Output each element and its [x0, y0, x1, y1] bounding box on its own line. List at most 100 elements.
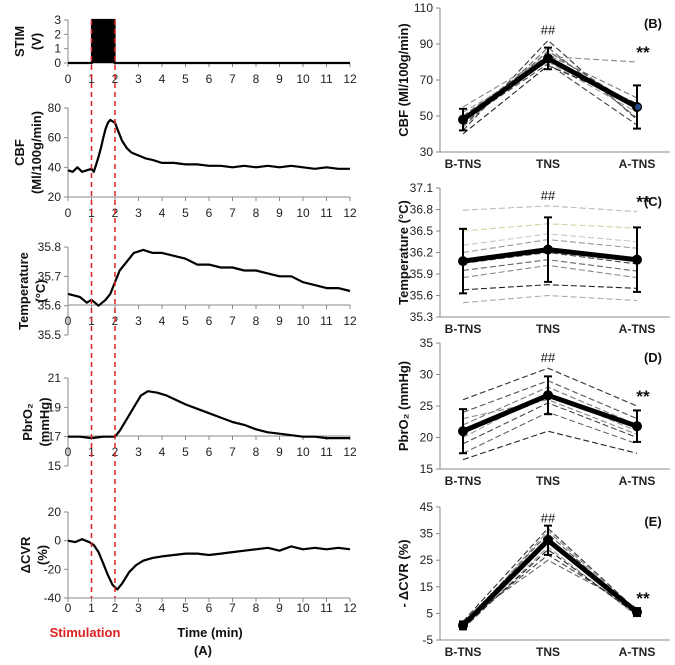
x-tick-label: 11 — [320, 601, 333, 615]
x-tick-label: 8 — [253, 445, 260, 459]
x-tick-label: 9 — [276, 206, 283, 220]
y-axis-label: ΔCVR (%) — [18, 536, 50, 573]
x-axis-title: Time (min) — [177, 625, 243, 640]
category-label: TNS — [536, 322, 560, 336]
mean-line — [461, 537, 639, 628]
y-tick-label: 17 — [48, 430, 62, 444]
x-tick-label: 7 — [229, 314, 236, 328]
y-axis-label: CBF (Ml/100g/min) — [12, 111, 44, 194]
x-tick-label: 11 — [320, 445, 333, 459]
category-label: A-TNS — [619, 645, 656, 659]
mean-point — [543, 244, 553, 255]
left-panel-temp: 35.535.635.735.80123456789101112Temperat… — [16, 240, 357, 342]
y-tick-label: 19 — [48, 400, 62, 414]
x-tick-label: 7 — [229, 72, 236, 86]
mean-point — [543, 535, 553, 546]
y-tick-label: 0 — [54, 534, 61, 548]
x-tick-label: 0 — [65, 314, 72, 328]
trace-cbf — [67, 118, 350, 173]
x-tick-label: 10 — [296, 601, 310, 615]
x-tick-label: 10 — [296, 72, 310, 86]
y-tick-label: 35.6 — [410, 289, 434, 303]
x-tick-label: 5 — [182, 206, 189, 220]
y-tick-label: 20 — [420, 431, 434, 445]
trace-pbro2 — [68, 390, 350, 440]
mean-point — [458, 620, 468, 631]
y-axis-label: - ΔCVR (%) — [396, 539, 411, 607]
category-label: B-TNS — [445, 645, 482, 659]
y-tick-label: 35.9 — [410, 267, 434, 281]
y-axis-label-line: (%) — [35, 545, 50, 565]
y-axis-label-line: Temperature — [16, 252, 31, 330]
panel-label: (D) — [644, 350, 662, 365]
x-tick-label: 1 — [88, 601, 95, 615]
right-panel-E: -5 5 15 25 35 45 B-TNS TNS A-TNS - ΔCVR (%) (E) ## *… — [396, 500, 670, 659]
subject-line — [462, 284, 638, 291]
subject-line — [462, 259, 638, 272]
x-tick-label: 5 — [182, 72, 189, 86]
category-label: A-TNS — [619, 322, 656, 336]
y-tick-label: -20 — [44, 562, 62, 576]
y-tick-label: 36.5 — [410, 224, 434, 238]
panel-label: (E) — [644, 514, 661, 529]
y-axis-label-line: ΔCVR — [18, 536, 33, 573]
category-label: TNS — [536, 645, 560, 659]
x-tick-label: 2 — [112, 601, 119, 615]
y-tick-label: 20 — [48, 190, 62, 204]
subject-line — [462, 399, 638, 435]
x-tick-label: 0 — [65, 206, 72, 220]
significance-atns: ** — [636, 589, 650, 608]
y-axis-label-line: (mmHg) — [37, 397, 52, 446]
panel-label: (B) — [644, 16, 662, 31]
x-tick-label: 6 — [206, 601, 213, 615]
trace-temp — [67, 248, 351, 307]
mean-point — [458, 426, 468, 437]
y-tick-label: 25 — [420, 553, 434, 567]
right-panel-C: 35.3 35.6 35.9 36.2 36.5 36.8 37.1 B-TNS TNS A-TN… — [396, 181, 670, 336]
x-tick-label: 8 — [253, 72, 260, 86]
y-tick-label: 1 — [54, 42, 61, 56]
y-tick-label: -40 — [44, 591, 62, 605]
y-axis-label: CBF (Ml/100g/min) — [396, 23, 411, 136]
significance-tns: ## — [541, 188, 556, 203]
x-tick-label: 7 — [229, 601, 236, 615]
x-tick-label: 0 — [65, 445, 72, 459]
x-tick-label: 6 — [206, 445, 213, 459]
panel-label: (C) — [644, 194, 662, 209]
mean-point — [458, 114, 468, 125]
x-tick-label: 3 — [135, 445, 142, 459]
y-tick-label: 45 — [420, 500, 434, 514]
trace-cvr — [67, 538, 351, 591]
y-axis-label-line: STIM — [12, 26, 27, 57]
x-tick-label: 5 — [182, 314, 189, 328]
x-tick-label: 7 — [229, 206, 236, 220]
x-tick-label: 3 — [135, 206, 142, 220]
x-tick-label: 3 — [135, 314, 142, 328]
x-tick-label: 12 — [343, 445, 357, 459]
y-axis-label: Temperature (°C) — [396, 200, 411, 305]
y-tick-label: 70 — [420, 73, 434, 87]
left-panel-pbro2: 151719210123456789101112PbrO₂(mmHg) — [20, 371, 357, 473]
x-tick-label: 10 — [296, 206, 310, 220]
y-axis-label-line: CBF — [12, 139, 27, 166]
y-axis-label-line: (°C) — [33, 279, 48, 302]
mean-point — [632, 254, 642, 265]
y-tick-label: 3 — [54, 13, 61, 27]
y-tick-label: 0 — [54, 56, 61, 70]
x-tick-label: 8 — [253, 206, 260, 220]
category-label: B-TNS — [445, 157, 482, 171]
trace-stim — [68, 18, 350, 65]
x-tick-label: 12 — [343, 206, 357, 220]
y-tick-label: 35.5 — [38, 328, 62, 342]
y-axis-label: PbrO₂ (mmHg) — [20, 397, 52, 446]
x-tick-label: 4 — [159, 314, 166, 328]
y-axis-label: Temperature (°C) — [16, 252, 48, 330]
subject-line — [462, 54, 638, 117]
y-tick-label: 2 — [54, 27, 61, 41]
significance-atns: ** — [636, 193, 650, 212]
x-tick-label: 0 — [65, 72, 72, 86]
significance-tns: ## — [541, 22, 556, 37]
x-tick-label: 10 — [296, 445, 310, 459]
x-tick-label: 0 — [65, 601, 72, 615]
